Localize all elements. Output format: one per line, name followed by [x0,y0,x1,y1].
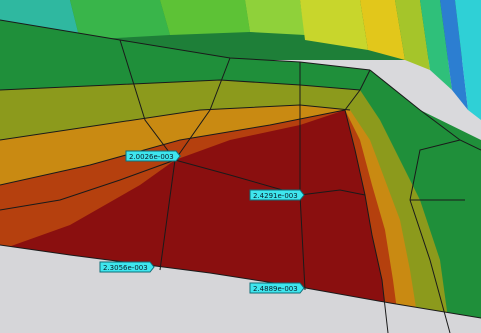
contour-band-top-lime [245,0,305,35]
mesh-lines [0,19,481,333]
probe-2[interactable]: 2.4291e-003 [249,189,305,201]
contour-band-top-yellow [300,0,368,50]
probe-labels: 2.0026e-003 2.4291e-003 2.3056e-003 2.48… [99,150,305,294]
probe-4[interactable]: 2.4889e-003 [249,282,305,294]
probe-3-value: 2.3056e-003 [103,264,148,272]
probe-3-callout [99,261,155,273]
probe-1-callout [125,150,181,162]
probe-4-callout [249,282,305,294]
probe-1[interactable]: 2.0026e-003 [125,150,181,162]
probe-2-callout [249,189,305,201]
contour-band-top-olive [395,0,430,70]
contour-band-top-lightgreen [70,0,170,40]
probe-1-value: 2.0026e-003 [129,153,174,161]
probe-4-value: 2.4889e-003 [253,285,298,293]
contour-band-top-blue [440,0,468,110]
contour-band-top-cyan [455,0,481,120]
contour-band-top-gold [360,0,405,60]
contour-band-top-mint [420,0,452,90]
probe-2-value: 2.4291e-003 [253,192,298,200]
contour-band-top-yellowgreen [160,0,250,35]
probe-3[interactable]: 2.3056e-003 [99,261,155,273]
